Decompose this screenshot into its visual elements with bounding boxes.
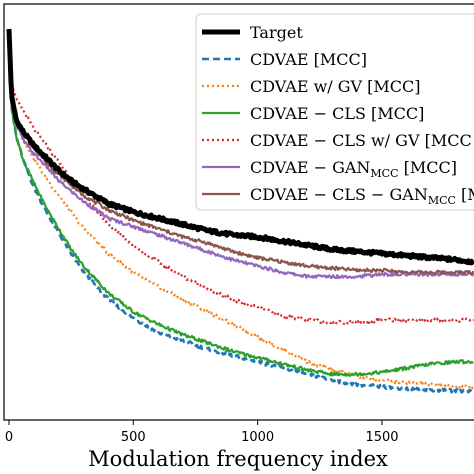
legend-box xyxy=(195,13,474,211)
series-line-0 xyxy=(6,28,474,266)
series-line-5 xyxy=(7,28,474,280)
axes-frame xyxy=(3,3,474,421)
series-line-2 xyxy=(7,28,474,390)
x-tick-label: 0 xyxy=(5,430,13,445)
x-axis-title: Modulation frequency index xyxy=(88,447,388,471)
legend-label: CDVAE − CLS w/ GV [MCC xyxy=(250,131,472,150)
x-tick-label: 500 xyxy=(121,430,146,445)
series-lines xyxy=(6,28,474,394)
series-line-4 xyxy=(7,28,474,325)
series-line-3 xyxy=(7,28,474,377)
legend-label: CDVAE − CLS [MCC] xyxy=(250,104,424,123)
legend-label: Target xyxy=(250,23,303,42)
legend-label: CDVAE w/ GV [MCC] xyxy=(250,77,421,96)
series-line-6 xyxy=(7,28,474,276)
x-axis-ticks: 0 500 1000 1500 xyxy=(5,420,399,445)
axes xyxy=(3,3,474,421)
legend-label: CDVAE − CLS − GANMCC [MC xyxy=(250,185,474,207)
legend-label: CDVAE − GANMCC [MCC] xyxy=(250,158,457,180)
x-tick-label: 1000 xyxy=(241,430,274,445)
x-tick-label: 1500 xyxy=(365,430,398,445)
legend: Target CDVAE [MCC] CDVAE w/ GV [MCC] CDVAE … xyxy=(195,13,474,211)
legend-label: CDVAE [MCC] xyxy=(250,50,367,69)
